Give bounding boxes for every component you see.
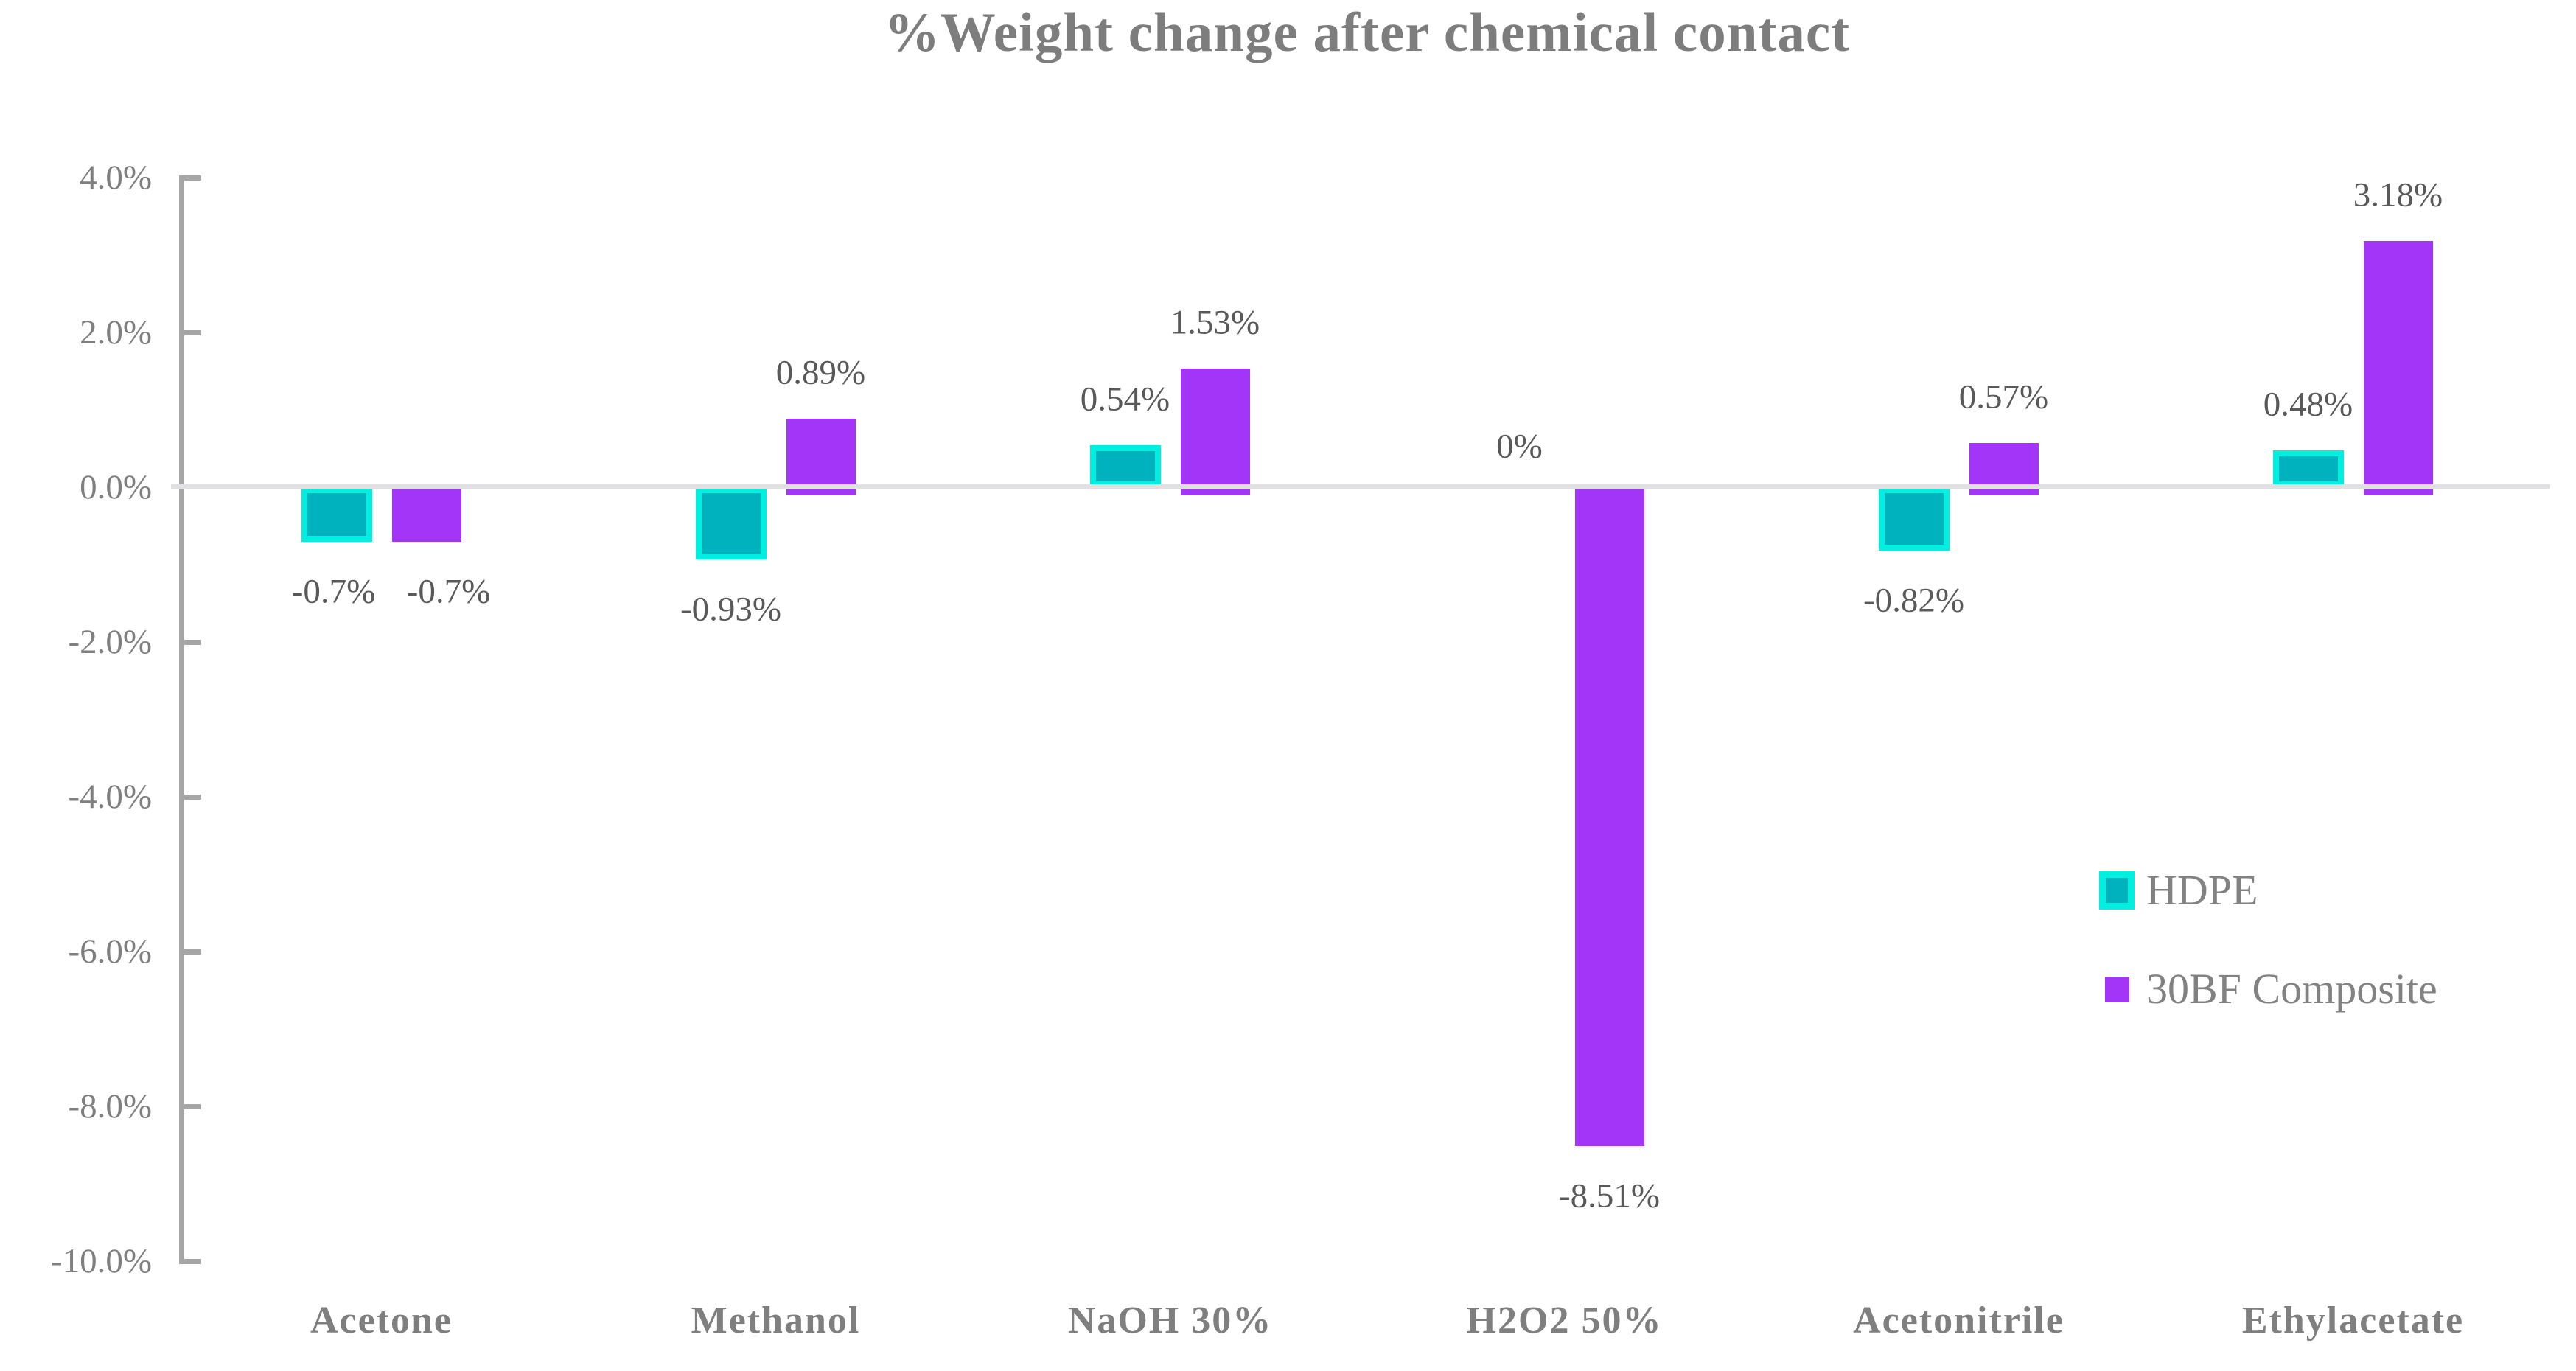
bar-composite-acetone: [391, 487, 461, 542]
legend: HDPE 30BF Composite: [2099, 868, 2437, 1066]
zero-gridline: [171, 484, 2550, 489]
value-label-composite-acetonitrile: 0.57%: [1958, 377, 2049, 416]
legend-item-hdpe: HDPE: [2099, 868, 2437, 913]
y-tick-2-0: [179, 640, 201, 645]
bar-hdpe-ethylacetate: [2272, 450, 2344, 487]
y-tick-label-8-0: -8.0%: [68, 1087, 152, 1126]
legend-label-hdpe: HDPE: [2146, 866, 2258, 914]
y-tick-label-2-0: -2.0%: [68, 623, 152, 661]
y-tick-label-4-0: 4.0%: [80, 158, 152, 197]
bar-hdpe-naoh-30: [1089, 445, 1161, 487]
y-tick-label-6-0: -6.0%: [68, 932, 152, 971]
bar-hdpe-acetonitrile: [1878, 487, 1950, 551]
value-label-hdpe-ethylacetate: 0.48%: [2263, 385, 2353, 424]
value-label-hdpe-acetonitrile: -0.82%: [1863, 581, 1965, 620]
value-label-composite-methanol: 0.89%: [775, 353, 866, 392]
y-tick-label-4-0: -4.0%: [68, 778, 152, 816]
legend-item-30bf-composite: 30BF Composite: [2099, 967, 2437, 1011]
value-label-composite-naoh-30: 1.53%: [1170, 303, 1260, 342]
value-label-hdpe-h2o2-50: 0%: [1496, 427, 1543, 466]
value-label-hdpe-naoh-30: 0.54%: [1080, 380, 1170, 419]
y-tick-label-2-0: 2.0%: [80, 313, 152, 352]
y-tick-label-10-0: -10.0%: [50, 1242, 152, 1280]
legend-swatch-30bf-composite: [2105, 976, 2129, 1002]
value-label-hdpe-methanol: -0.93%: [680, 590, 782, 629]
category-label-methanol: Methanol: [691, 1300, 861, 1342]
category-label-acetone: Acetone: [310, 1300, 453, 1342]
y-tick-2-0: [179, 330, 201, 335]
bar-composite-ethylacetate: [2363, 241, 2433, 495]
legend-swatch-hdpe: [2099, 871, 2135, 910]
bar-composite-methanol: [786, 418, 856, 495]
category-label-h2o2-50: H2O2 50%: [1466, 1300, 1663, 1342]
category-label-ethylacetate: Ethylacetate: [2241, 1300, 2465, 1342]
legend-label-30bf-composite: 30BF Composite: [2146, 965, 2437, 1013]
y-tick-label-0-0: 0.0%: [80, 468, 152, 506]
category-label-acetonitrile: Acetonitrile: [1853, 1300, 2064, 1342]
value-label-composite-h2o2-50: -8.51%: [1558, 1176, 1661, 1215]
bar-hdpe-acetone: [301, 487, 372, 542]
bar-composite-naoh-30: [1180, 369, 1250, 495]
value-label-composite-acetone: -0.7%: [406, 572, 491, 610]
bar-composite-h2o2-50: [1574, 487, 1644, 1146]
y-tick-8-0: [179, 1104, 201, 1109]
y-tick-4-0: [179, 795, 201, 800]
y-tick-10-0: [179, 1259, 201, 1264]
chart-title: %Weight change after chemical contact: [884, 2, 1851, 63]
bar-hdpe-methanol: [695, 487, 767, 559]
y-axis-line: [179, 178, 184, 1264]
value-label-composite-ethylacetate: 3.18%: [2353, 175, 2443, 214]
category-label-naoh-30: NaOH 30%: [1067, 1300, 1273, 1342]
y-tick-6-0: [179, 949, 201, 955]
value-label-hdpe-acetone: -0.7%: [291, 572, 376, 610]
y-tick-4-0: [179, 175, 201, 181]
